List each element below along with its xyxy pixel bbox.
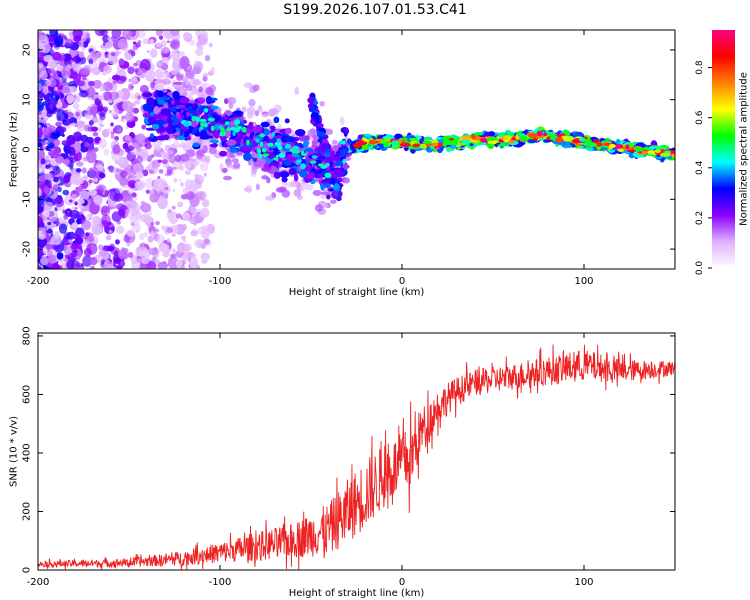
plot-frame — [37, 332, 676, 571]
x-tick-label: 100 — [574, 276, 593, 287]
y-tick-label: 200 — [22, 502, 33, 521]
colorbar-tick-label: 0.4 — [695, 160, 705, 175]
x-tick-label: 0 — [399, 577, 405, 588]
y-tick-label: 10 — [22, 93, 33, 106]
plot-area — [38, 333, 675, 570]
colorbar-tick-label: 0.0 — [695, 261, 705, 276]
x-tick-label: -100 — [209, 276, 232, 287]
x-tick-label: 100 — [574, 577, 593, 588]
snr-series-line — [38, 344, 675, 570]
x-tick-label: 0 — [399, 276, 405, 287]
x-tick-label: -100 — [209, 577, 232, 588]
y-tick-label: -10 — [22, 191, 33, 207]
y-tick-label: -20 — [22, 241, 33, 257]
colorbar-tick-label: 0.6 — [695, 110, 705, 125]
x-axis-label: Height of straight line (km) — [289, 588, 425, 599]
x-tick-label: -200 — [27, 577, 50, 588]
y-axis-label: Frequency (Hz) — [9, 112, 20, 188]
colorbar-tick-label: 0.2 — [695, 211, 705, 225]
colorbar-gradient — [712, 30, 735, 268]
y-tick-label: 20 — [22, 44, 33, 57]
colorbar-tick-label: 0.8 — [695, 60, 705, 75]
x-tick-label: -200 — [27, 276, 50, 287]
y-tick-label: 800 — [22, 326, 33, 345]
chart-title: S199.2026.107.01.53.C41 — [283, 2, 467, 18]
spectral-blobs — [38, 30, 675, 269]
colorbar: 0.0 0.2 0.4 0.6 0.8 Normalized spectral ampli… — [695, 30, 750, 275]
y-axis-label: SNR (10 * v/v) — [9, 416, 20, 487]
snr-plot: -200 -100 0 100 0 200 400 600 800 Height of strai… — [9, 326, 676, 599]
y-tick-label: 600 — [22, 385, 33, 404]
x-axis-label: Height of straight line (km) — [289, 287, 425, 298]
y-tick-label: 400 — [22, 443, 33, 462]
y-tick-label: 0 — [22, 146, 33, 152]
colorbar-label: Normalized spectral amplitude — [739, 72, 750, 226]
y-tick-label: 0 — [22, 567, 33, 573]
